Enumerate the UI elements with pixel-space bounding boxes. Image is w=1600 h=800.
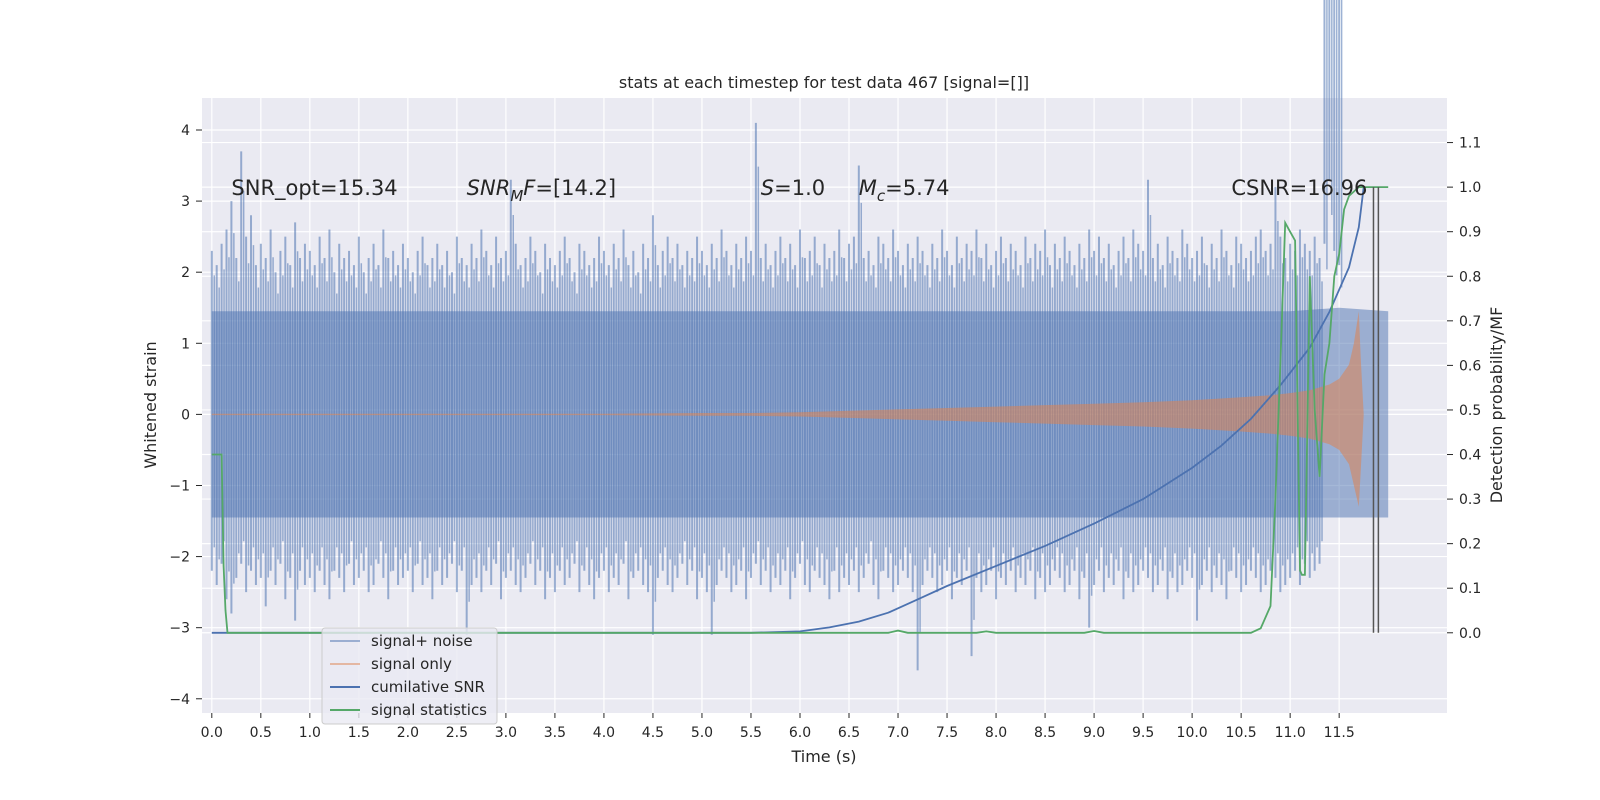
annotation-text: SNR_opt=15.34: [231, 176, 397, 201]
signal-only-band: [211, 311, 1389, 507]
y-right-tick-label: 0.1: [1459, 581, 1481, 597]
y-right-tick-label: 0.3: [1459, 492, 1481, 508]
x-tick-label: 9.5: [1132, 725, 1154, 741]
x-tick-label: 5.5: [740, 725, 762, 741]
annotations: SNR_opt=15.34 SNRMF=[14.2] S=1.0 Mc=5.74 CSN…: [231, 176, 1367, 205]
y-right-tick-label: 0.7: [1459, 314, 1481, 330]
y-left-tick-label: −1: [169, 478, 190, 494]
left-y-axis-ticks: −4 −3 −2 −1 0 1 2 3 4: [169, 123, 202, 708]
x-tick-label: 6.5: [838, 725, 860, 741]
x-tick-label: 6.0: [789, 725, 811, 741]
y-left-tick-label: 3: [181, 194, 190, 210]
annotation-text: Mc=5.74: [859, 176, 950, 205]
y-right-tick-label: 0.0: [1459, 626, 1481, 642]
x-axis-ticks: 0.0 0.5 1.0 1.5 2.0 2.5 3.0 3.5 4.0 4.5 5.0 5.5 6.0 6…: [201, 713, 1355, 741]
legend-label-stats: signal statistics: [371, 701, 487, 719]
x-tick-label: 11.5: [1324, 725, 1355, 741]
legend: signal+ noise signal only cumilative SNR…: [321, 627, 498, 725]
x-tick-label: 10.5: [1226, 725, 1257, 741]
y-right-tick-label: 0.5: [1459, 403, 1481, 419]
x-axis-label: Time (s): [790, 747, 856, 766]
x-tick-label: 11.0: [1275, 725, 1306, 741]
y-left-tick-label: 4: [181, 123, 190, 139]
x-tick-label: 0.0: [201, 725, 223, 741]
x-tick-label: 9.0: [1083, 725, 1105, 741]
legend-label-noise: signal+ noise: [371, 632, 473, 650]
vertical-markers: [1372, 187, 1380, 633]
x-tick-label: 2.0: [397, 725, 419, 741]
y-left-tick-label: 2: [181, 265, 190, 281]
legend-label-snr: cumilative SNR: [371, 678, 485, 696]
x-tick-label: 8.0: [985, 725, 1007, 741]
x-tick-label: 10.0: [1177, 725, 1208, 741]
y-right-tick-label: 0.6: [1459, 358, 1481, 374]
x-tick-label: 2.5: [446, 725, 468, 741]
right-y-axis-label: Detection probability/MF: [1487, 307, 1506, 504]
y-left-tick-label: −4: [169, 692, 190, 708]
y-right-tick-label: 0.4: [1459, 448, 1481, 464]
left-y-axis-label: Whitened strain: [141, 341, 160, 468]
y-right-tick-label: 0.2: [1459, 537, 1481, 553]
x-tick-label: 4.0: [593, 725, 615, 741]
chart-title: stats at each timestep for test data 467…: [619, 73, 1029, 92]
legend-box: [321, 627, 498, 725]
x-tick-label: 3.5: [544, 725, 566, 741]
y-left-tick-label: −2: [169, 550, 190, 566]
series-layer: [210, 0, 1389, 671]
annotation-text: CSNR=16.96: [1231, 176, 1367, 200]
y-left-tick-label: 1: [181, 336, 190, 352]
annotation-text: SNRMF=[14.2]: [467, 176, 616, 205]
x-tick-label: 4.5: [642, 725, 664, 741]
y-left-tick-label: 0: [181, 407, 190, 423]
x-tick-label: 0.5: [250, 725, 272, 741]
x-tick-label: 1.5: [348, 725, 370, 741]
x-tick-label: 1.0: [299, 725, 321, 741]
y-right-tick-label: 1.0: [1459, 180, 1481, 196]
x-tick-label: 7.0: [887, 725, 909, 741]
y-left-tick-label: −3: [169, 621, 190, 637]
x-tick-label: 3.0: [495, 725, 517, 741]
x-tick-label: 7.5: [936, 725, 958, 741]
y-right-tick-label: 1.1: [1459, 136, 1481, 152]
y-right-tick-label: 0.8: [1459, 269, 1481, 285]
y-right-tick-label: 0.9: [1459, 225, 1481, 241]
x-tick-label: 8.5: [1034, 725, 1056, 741]
annotation-text: S=1.0: [761, 176, 825, 200]
x-tick-label: 5.0: [691, 725, 713, 741]
legend-label-signal: signal only: [371, 655, 452, 673]
right-y-axis-ticks: 0.0 0.1 0.2 0.3 0.4 0.5 0.6 0.7 0.8 0.9 1.0 1.1: [1447, 136, 1481, 642]
